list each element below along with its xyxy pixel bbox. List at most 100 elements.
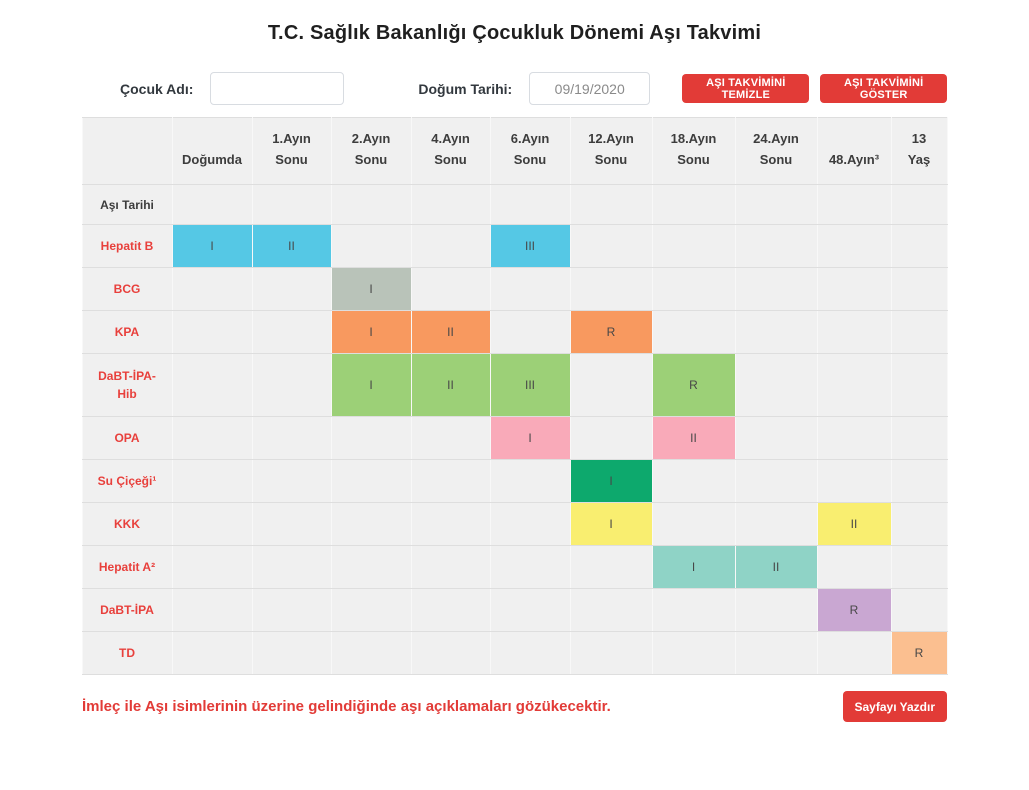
empty-cell [171,267,253,311]
vaccine-row-label[interactable]: Su Çiçeği¹ [81,459,173,503]
empty-cell [251,459,332,503]
column-header: Doğumda [171,117,253,185]
table-row: Su Çiçeği¹ I [81,459,948,503]
empty-cell [251,353,332,417]
empty-cell [890,459,948,503]
empty-cell [171,353,253,417]
empty-cell [734,459,818,503]
empty-cell [171,545,253,589]
birth-date-label: Doğum Tarihi: [418,80,513,97]
dose-cell: R [651,353,736,417]
column-header: 4.Ayın Sonu [410,117,491,185]
empty-cell [489,502,571,546]
empty-cell [569,267,653,311]
table-row: Hepatit A² I II [81,545,948,589]
column-header: 1.Ayın Sonu [251,117,332,185]
empty-cell [651,267,736,311]
empty-cell [890,588,948,632]
empty-cell [251,588,332,632]
empty-cell [171,416,253,460]
hover-hint-note: İmleç ile Aşı isimlerinin üzerine gelind… [82,698,611,715]
empty-cell [330,502,412,546]
empty-cell [651,184,736,225]
vaccine-row-label[interactable]: Hepatit A² [81,545,173,589]
empty-cell [816,310,892,354]
empty-cell [569,184,653,225]
table-row: KPA I II R [81,310,948,354]
column-header: 12.Ayın Sonu [569,117,653,185]
empty-cell [734,184,818,225]
column-header: 48.Ayın³ [816,117,892,185]
dose-cell: II [251,224,332,268]
vaccine-row-label[interactable]: DaBT-İPA [81,588,173,632]
column-header: 24.Ayın Sonu [734,117,818,185]
empty-cell [816,545,892,589]
show-schedule-button[interactable]: AŞI TAKVİMİNİ GÖSTER [820,74,947,103]
column-header-row: Doğumda 1.Ayın Sonu 2.Ayın Sonu 4.Ayın Sonu… [81,117,948,185]
table-row: DaBT-İPA R [81,588,948,632]
empty-cell [816,184,892,225]
vaccine-row-label[interactable]: BCG [81,267,173,311]
empty-cell [890,502,948,546]
clear-schedule-button[interactable]: AŞI TAKVİMİNİ TEMİZLE [682,74,810,103]
child-name-input[interactable] [210,72,345,105]
dose-cell: II [816,502,892,546]
print-page-button[interactable]: Sayfayı Yazdır [842,691,947,722]
empty-cell [734,588,818,632]
empty-cell [171,502,253,546]
table-row: BCG I [81,267,948,311]
empty-cell [489,631,571,675]
dose-cell: I [569,459,653,503]
empty-cell [171,459,253,503]
empty-cell [251,502,332,546]
empty-cell [890,416,948,460]
date-row-label: Aşı Tarihi [81,184,173,225]
empty-cell [330,224,412,268]
vaccine-row-label[interactable]: Hepatit B [81,224,173,268]
empty-cell [489,184,571,225]
empty-cell [330,631,412,675]
empty-cell [410,588,491,632]
empty-cell [816,631,892,675]
empty-cell [569,224,653,268]
vaccine-row-label[interactable]: DaBT-İPA-Hib [81,353,173,417]
empty-cell [651,502,736,546]
vaccine-row-label[interactable]: KPA [81,310,173,354]
column-header: 13 Yaş [890,117,948,185]
vaccine-row-label[interactable]: TD [81,631,173,675]
vaccine-row-label[interactable]: OPA [81,416,173,460]
empty-cell [330,459,412,503]
empty-cell [890,267,948,311]
vaccine-table: Doğumda 1.Ayın Sonu 2.Ayın Sonu 4.Ayın Sonu… [81,117,948,675]
dose-cell: I [651,545,736,589]
dose-cell: II [410,353,491,417]
dose-cell: R [816,588,892,632]
table-row: Hepatit B I II III [81,224,948,268]
empty-cell [734,416,818,460]
dose-cell: I [171,224,253,268]
column-header: 6.Ayın Sonu [489,117,571,185]
empty-cell [816,416,892,460]
child-name-label: Çocuk Adı: [120,80,194,97]
empty-cell [489,545,571,589]
empty-cell [330,416,412,460]
dose-cell: II [410,310,491,354]
empty-cell [890,224,948,268]
empty-cell [734,224,818,268]
footer-bar: İmleç ile Aşı isimlerinin üzerine gelind… [82,691,947,722]
empty-cell [734,631,818,675]
dose-cell: I [330,353,412,417]
table-row: DaBT-İPA-Hib I II III R [81,353,948,417]
empty-cell [569,416,653,460]
empty-cell [890,310,948,354]
birth-date-input[interactable] [529,72,651,105]
empty-cell [890,353,948,417]
column-header: 2.Ayın Sonu [330,117,412,185]
vaccine-row-label[interactable]: KKK [81,502,173,546]
dose-cell: II [734,545,818,589]
empty-cell [569,353,653,417]
empty-cell [734,502,818,546]
empty-cell [489,310,571,354]
dose-cell: II [651,416,736,460]
empty-cell [489,459,571,503]
